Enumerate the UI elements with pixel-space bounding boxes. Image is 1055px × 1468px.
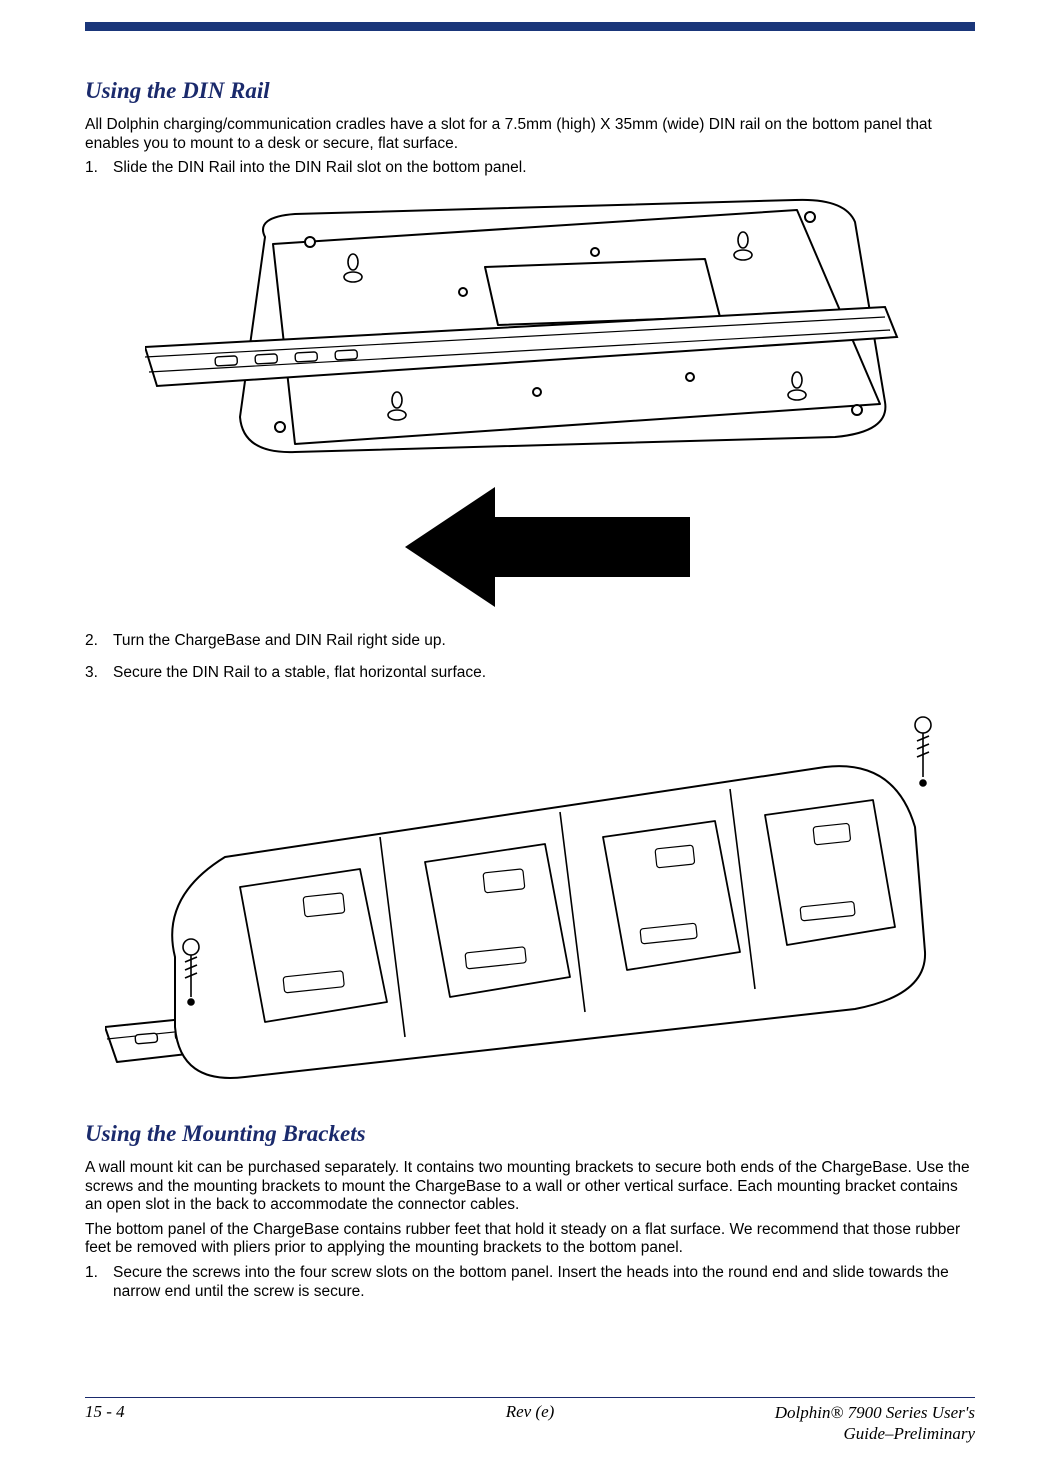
top-accent-bar [85,22,975,31]
page-footer: 15 - 4 Rev (e) Dolphin® 7900 Series User… [85,1402,975,1446]
section1-heading: Using the DIN Rail [85,78,975,104]
step-number: 1. [85,159,113,178]
left-arrow-icon [405,487,690,607]
step-text: Turn the ChargeBase and DIN Rail right s… [113,632,446,651]
step-number: 3. [85,664,113,683]
section2-p1: A wall mount kit can be purchased separa… [85,1159,975,1215]
screw-icon [915,717,931,786]
footer-revision: Rev (e) [382,1402,679,1422]
footer-rule [85,1397,975,1398]
section2-heading: Using the Mounting Brackets [85,1121,975,1147]
step-number: 2. [85,632,113,651]
list-item: 1. Slide the DIN Rail into the DIN Rail … [85,159,975,178]
section1-steps-cont: 2. Turn the ChargeBase and DIN Rail righ… [85,632,975,683]
list-item: 3. Secure the DIN Rail to a stable, flat… [85,664,975,683]
step-number: 1. [85,1264,113,1301]
step-text: Slide the DIN Rail into the DIN Rail slo… [113,159,527,178]
figure-din-rail-insert [145,192,915,612]
section2-p2: The bottom panel of the ChargeBase conta… [85,1221,975,1258]
step-text: Secure the DIN Rail to a stable, flat ho… [113,664,486,683]
footer-page-number: 15 - 4 [85,1402,382,1422]
list-item: 2. Turn the ChargeBase and DIN Rail righ… [85,632,975,651]
section2-steps: 1. Secure the screws into the four screw… [85,1264,975,1301]
list-item: 1. Secure the screws into the four screw… [85,1264,975,1301]
figure-chargebase-mounted [105,697,975,1097]
section1-intro: All Dolphin charging/communication cradl… [85,116,975,153]
page-content: Using the DIN Rail All Dolphin charging/… [85,78,975,1315]
step-text: Secure the screws into the four screw sl… [113,1264,975,1301]
footer-doc-title: Dolphin® 7900 Series User's Guide–Prelim… [678,1402,975,1445]
section1-steps: 1. Slide the DIN Rail into the DIN Rail … [85,159,975,178]
